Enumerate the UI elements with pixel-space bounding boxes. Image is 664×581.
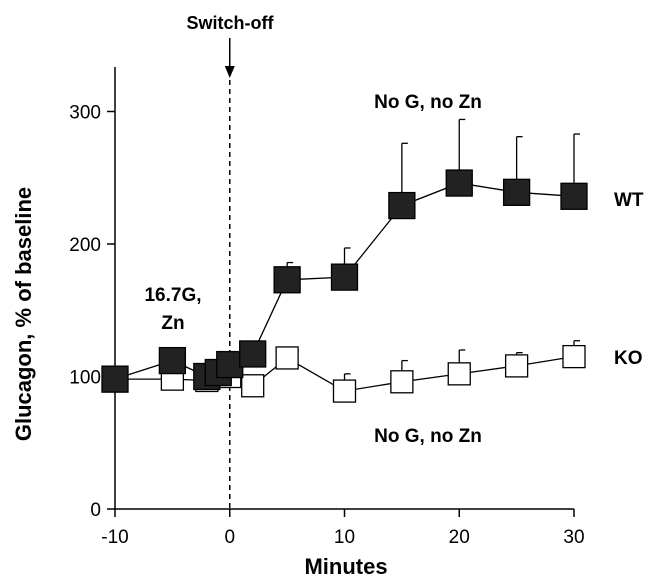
- data-point-ko: [447, 362, 471, 386]
- annotation-post-top: No G, no Zn: [374, 92, 482, 113]
- y-axis-label: Glucagon, % of baseline: [11, 187, 36, 441]
- annotation-post-bottom: No G, no Zn: [374, 426, 482, 447]
- data-point-wt: [388, 191, 416, 220]
- x-axis-label: Minutes: [304, 554, 387, 579]
- data-point-wt: [273, 266, 301, 294]
- y-tick-label: 200: [69, 235, 101, 256]
- data-point-ko: [332, 379, 357, 403]
- y-tick-label: 100: [69, 368, 101, 389]
- x-tick-label: 10: [334, 527, 355, 548]
- data-point-ko: [504, 354, 529, 378]
- data-point-wt: [216, 350, 244, 379]
- data-point-ko: [275, 346, 299, 370]
- legend-ko: KO: [614, 348, 643, 369]
- switch-off-label: Switch-off: [187, 13, 275, 33]
- data-point-ko: [390, 370, 414, 394]
- y-tick-label: 300: [69, 103, 101, 124]
- switch-off-arrow-head: [224, 66, 235, 78]
- data-point-wt: [330, 263, 359, 291]
- data-point-ko: [241, 374, 265, 398]
- y-tick-label: 0: [90, 500, 101, 521]
- x-tick-label: -10: [101, 527, 128, 548]
- data-point-wt: [502, 178, 531, 206]
- legend-wt: WT: [614, 190, 644, 211]
- annotation-pre-line2: Zn: [161, 313, 184, 334]
- data-point-wt: [560, 182, 588, 210]
- series-markers: [101, 169, 588, 403]
- x-tick-label: 0: [224, 527, 235, 548]
- data-point-wt: [158, 346, 187, 375]
- x-tick-label: 30: [563, 527, 584, 548]
- x-tick-label: 20: [449, 527, 470, 548]
- data-point-wt: [239, 340, 267, 368]
- data-point-ko: [562, 344, 586, 369]
- data-point-wt: [445, 169, 473, 197]
- annotation-pre-line1: 16.7G,: [144, 285, 201, 306]
- data-point-wt: [101, 365, 129, 393]
